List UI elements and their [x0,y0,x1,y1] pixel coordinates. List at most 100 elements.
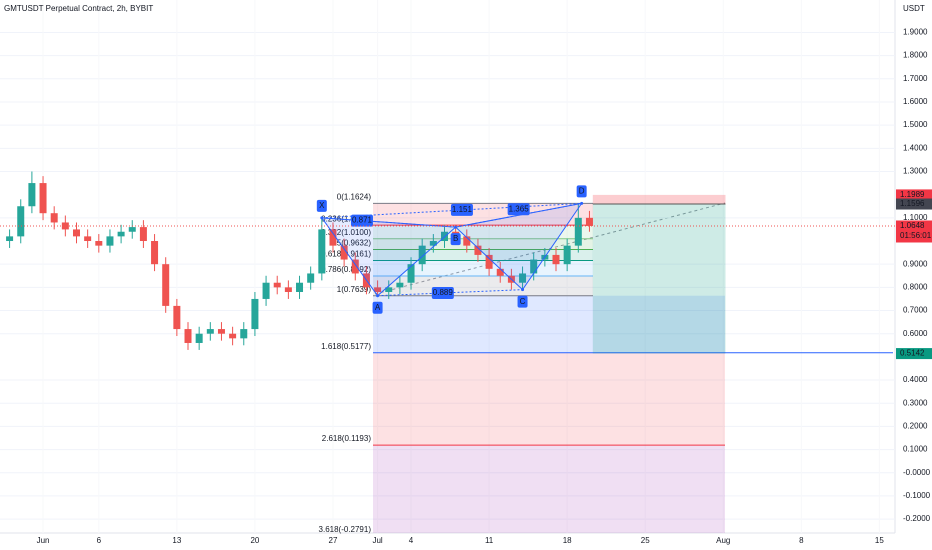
candle-body [429,241,437,246]
x-tick-label: 11 [485,536,494,545]
price-tag [896,348,932,360]
fib-band [373,352,725,446]
price-tag-label: 0.5142 [900,349,925,358]
x-tick-label: Aug [716,536,730,545]
candle-body [84,236,92,242]
point-label: A [375,303,381,312]
fib-label: 0(1.1624) [337,192,372,201]
y-tick-label: 1.9000 [903,28,928,37]
candle-body [284,287,292,292]
ratio-label: 0.889 [433,288,454,297]
candle-body [50,213,58,223]
pattern-point [320,216,324,220]
candle-body [585,217,593,226]
fib-band [373,249,593,261]
candle-body [496,268,504,276]
x-tick-label: 4 [409,536,414,545]
x-tick-label: Jun [37,536,50,545]
pattern-ratio-line [321,202,582,219]
ratio-label: 0.871 [352,216,373,225]
x-tick-label: 20 [250,536,259,545]
ratio-box [350,214,373,227]
point-label: D [579,186,585,195]
candle-body [162,264,170,306]
y-tick-label: 1.3000 [903,167,928,176]
candle-body [307,273,315,283]
y-tick-label: 1.7000 [903,74,928,83]
fib-label: 1(0.7639) [337,285,372,294]
candle-body [28,183,36,207]
candle-body [407,264,415,283]
point-box [316,199,327,212]
y-tick-label: -0.0000 [903,468,931,477]
candle-body [396,282,404,288]
candle-body [530,259,538,274]
x-tick-label: 15 [875,536,884,545]
y-tick-label: 0.2000 [903,422,928,431]
pattern-point [376,294,380,298]
candle-body [329,229,337,246]
ratio-box [507,203,530,216]
y-tick-label: 0.4000 [903,375,928,384]
candle-body [61,222,69,230]
fib-label: 1.618(0.5177) [321,342,371,351]
candle-body [262,282,270,299]
fib-band [373,295,725,353]
ratio-box [450,203,473,216]
candle-body [195,333,203,343]
candle-body [519,273,527,283]
x-tick-label: 27 [329,536,338,545]
point-label: X [319,201,325,210]
axis-unit: USDT [903,4,925,13]
y-tick-label: 1.6000 [903,97,928,106]
fib-band [373,203,593,226]
stop-zone [592,194,726,205]
candle-body [173,305,181,330]
candle-body [385,287,393,292]
candle-body [463,236,471,246]
candle-body [128,227,136,232]
countdown: 01:56:01 [900,231,932,240]
point-label: C [520,297,526,306]
target-zone [592,204,726,354]
fib-label: 3.618(-0.2791) [319,525,372,534]
point-box [517,295,528,308]
fib-band [373,225,593,239]
candle-body [39,183,47,214]
x-tick-label: 25 [641,536,650,545]
price-tag [896,198,932,210]
point-box [450,233,461,246]
candle-body [574,217,582,246]
x-tick-label: Jul [372,536,382,545]
candle-body [351,259,359,274]
candle-body [251,298,259,330]
price-tag-label: 1.0648 [900,221,925,230]
candle-body [184,329,192,343]
candle-body [485,254,493,269]
candle-body [563,245,571,265]
pattern-point [580,201,584,205]
y-tick-label: 0.6000 [903,329,928,338]
y-tick-label: 0.9000 [903,259,928,268]
candle-body [72,229,80,237]
candle-body [273,282,281,288]
candle-body [240,329,248,339]
price-tag-label: 1.1989 [900,190,925,199]
pattern-point [521,288,525,292]
fib-label: 0.786(0.8492) [321,265,371,274]
candle-body [217,329,225,334]
x-tick-label: 6 [97,536,102,545]
candle-body [95,241,103,246]
pattern-leg [320,217,457,297]
point-box [372,301,383,314]
candle-body [106,236,114,246]
x-tick-label: 8 [799,536,804,545]
ratio-label: 1.151 [452,205,473,214]
y-tick-label: 1.5000 [903,120,928,129]
y-tick-label: 0.8000 [903,282,928,291]
y-tick-label: 1.4000 [903,143,928,152]
candle-body [151,241,159,265]
price-tag-label: 1.1596 [900,199,925,208]
fib-label: 0.382(1.0100) [321,228,371,237]
